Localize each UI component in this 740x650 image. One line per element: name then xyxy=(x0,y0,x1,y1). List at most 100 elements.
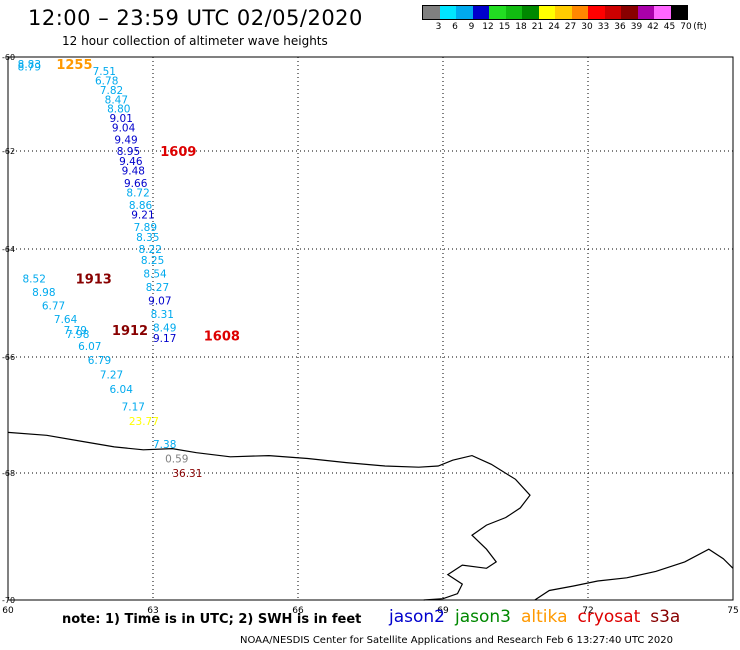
wave-height-value: 7.27 xyxy=(100,369,123,381)
legend-unit-label: (ft) xyxy=(693,22,707,32)
wave-height-value: 9.17 xyxy=(153,333,176,345)
legend-color-bar xyxy=(422,5,688,20)
legend-tick-label: 6 xyxy=(452,22,458,32)
legend-tick-label: 18 xyxy=(515,22,527,32)
legend-swatch xyxy=(423,6,440,19)
longitude-tick-label: 66 xyxy=(292,606,304,616)
pass-time-label: 1913 xyxy=(76,273,112,288)
legend-swatch xyxy=(571,6,588,19)
longitude-tick-label: 72 xyxy=(582,606,593,616)
wave-height-value: 23.77 xyxy=(129,416,159,428)
wave-height-value: 8.80 xyxy=(107,104,130,116)
wave-height-value: 7.98 xyxy=(66,329,89,341)
wave-height-value: 0.59 xyxy=(165,454,188,466)
latitude-tick-label: -62 xyxy=(2,147,15,156)
wave-height-value: 8.54 xyxy=(143,268,167,280)
map-frame xyxy=(7,56,734,601)
coastline xyxy=(7,431,531,601)
wave-height-value: 8.83 xyxy=(18,59,41,71)
wave-height-value: 6.79 xyxy=(88,355,111,367)
legend-tick-label: 27 xyxy=(564,22,577,32)
wave-height-value: 8.86 xyxy=(129,200,153,212)
wave-height-value: 8.35 xyxy=(136,232,159,244)
legend-tick-label: 36 xyxy=(614,22,626,32)
wave-height-value: 7.64 xyxy=(54,314,78,326)
wave-height-value: 9.01 xyxy=(110,113,133,125)
color-legend: 3 6 9 12 15 18 21 24 27 30 33 36 39 42 45 70 (ft) xyxy=(422,5,707,34)
satellite-name: cryosat xyxy=(577,607,641,627)
legend-tick-label: 39 xyxy=(630,22,643,32)
wave-height-value: 6.77 xyxy=(42,301,65,313)
pass-time-label: 1255 xyxy=(56,58,92,73)
latitude-tick-label: -66 xyxy=(2,353,15,362)
legend-swatch xyxy=(654,6,671,19)
legend-tick-label: 12 xyxy=(482,22,494,32)
longitude-tick-label: 69 xyxy=(437,606,449,616)
longitude-tick-label: 63 xyxy=(147,606,158,616)
wave-height-value: 6.07 xyxy=(78,341,101,353)
wave-height-value: 8.52 xyxy=(23,274,46,286)
wave-height-value: 9.48 xyxy=(122,166,145,178)
legend-swatch xyxy=(621,6,638,19)
pass-time-label: 1609 xyxy=(160,145,196,160)
latitude-tick-label: -64 xyxy=(2,245,15,254)
wave-height-value: 7.51 xyxy=(93,66,116,78)
longitude-tick-label: 75 xyxy=(727,606,738,616)
wave-height-value: 8.98 xyxy=(32,287,55,299)
satellite-name: jason2 xyxy=(389,607,445,627)
wave-height-value: 7.17 xyxy=(122,401,145,413)
wave-height-value: 8.72 xyxy=(126,188,149,200)
legend-swatch xyxy=(522,6,539,19)
footnote: note: 1) Time is in UTC; 2) SWH is in fe… xyxy=(62,612,362,627)
latitude-tick-label: -60 xyxy=(2,53,15,62)
wave-height-value: 9.66 xyxy=(124,178,148,190)
legend-swatch xyxy=(670,6,687,19)
legend-swatch xyxy=(538,6,555,19)
wave-height-value: 8.49 xyxy=(153,322,176,334)
legend-swatch xyxy=(472,6,489,19)
legend-tick-label: 24 xyxy=(548,22,560,32)
legend-tick-label: 45 xyxy=(663,22,676,32)
wave-height-value: 6.04 xyxy=(110,384,134,396)
legend-swatch xyxy=(604,6,621,19)
legend-tick-label: 15 xyxy=(498,22,511,32)
legend-swatch xyxy=(505,6,522,19)
wave-height-value: 8.31 xyxy=(151,309,174,321)
wave-height-value: 9.04 xyxy=(112,123,136,135)
wave-height-value: 9.46 xyxy=(119,156,143,168)
legend-swatch xyxy=(637,6,654,19)
wave-height-value: 7.79 xyxy=(64,325,87,337)
wave-height-value: 7.82 xyxy=(100,85,123,97)
wave-height-value: 9.07 xyxy=(148,295,171,307)
satellite-legend: jason2 jason3 altika cryosat s3a xyxy=(389,607,680,627)
wave-height-value: 7.38 xyxy=(153,439,176,451)
legend-tick-label: 9 xyxy=(468,22,475,32)
wave-height-value: 6.78 xyxy=(95,76,118,88)
wave-height-value: 7.89 xyxy=(134,222,157,234)
legend-tick-label: 70 xyxy=(680,22,692,32)
legend-tick-label: 3 xyxy=(435,22,442,32)
wave-height-value: 8.22 xyxy=(139,244,162,256)
wave-height-value: 9.49 xyxy=(114,134,137,146)
wave-height-value: 8.27 xyxy=(146,282,169,294)
latitude-tick-label: -70 xyxy=(2,596,15,605)
legend-tick-label: 21 xyxy=(531,22,544,32)
legend-tick-labels: 3 6 9 12 15 18 21 24 27 30 33 36 39 42 45 70 (ft) xyxy=(422,20,707,34)
legend-swatch xyxy=(439,6,456,19)
legend-swatch xyxy=(456,6,473,19)
wave-height-value: 8.79 xyxy=(18,61,41,73)
wave-height-value: 8.47 xyxy=(105,94,128,106)
legend-tick-label: 42 xyxy=(647,22,659,32)
map-subtitle: 12 hour collection of altimeter wave hei… xyxy=(62,34,328,48)
satellite-name: altika xyxy=(521,607,568,627)
legend-tick-label: 33 xyxy=(597,22,610,32)
wave-height-value: 8.25 xyxy=(141,255,164,267)
satellite-name: s3a xyxy=(650,607,681,627)
legend-swatch xyxy=(588,6,605,19)
pass-time-label: 1912 xyxy=(112,324,148,339)
legend-swatch xyxy=(489,6,506,19)
longitude-tick-label: 60 xyxy=(2,606,14,616)
credit-line: NOAA/NESDIS Center for Satellite Applica… xyxy=(240,635,673,646)
pass-time-label: 1608 xyxy=(204,329,240,344)
